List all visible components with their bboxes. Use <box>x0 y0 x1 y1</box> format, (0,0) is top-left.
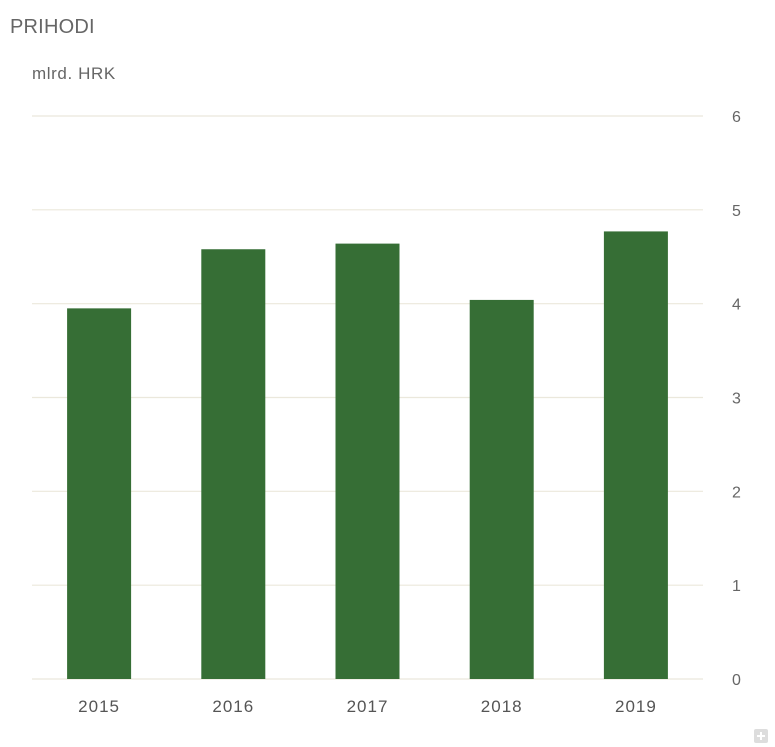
y-tick-label: 6 <box>732 109 741 126</box>
bar-2015[interactable] <box>67 308 132 679</box>
x-category-label: 2016 <box>212 697 254 716</box>
y-tick-label: 3 <box>732 391 741 408</box>
x-category-label: 2017 <box>347 697 389 716</box>
bar-2016[interactable] <box>201 249 266 679</box>
y-tick-label: 2 <box>732 484 741 501</box>
x-category-label: 2018 <box>481 697 523 716</box>
y-tick-label: 4 <box>732 297 741 314</box>
y-axis-unit-label: mlrd. HRK <box>32 64 116 83</box>
x-category-label: 2019 <box>615 697 657 716</box>
plus-icon[interactable] <box>754 729 768 743</box>
y-tick-label: 0 <box>732 672 741 689</box>
bar-2018[interactable] <box>469 299 534 679</box>
bar-2019[interactable] <box>603 231 668 680</box>
y-tick-label: 1 <box>732 578 741 595</box>
x-category-label: 2015 <box>78 697 120 716</box>
chart-title: PRIHODI <box>10 16 95 38</box>
y-tick-label: 5 <box>732 203 741 220</box>
bar-2017[interactable] <box>335 243 400 679</box>
